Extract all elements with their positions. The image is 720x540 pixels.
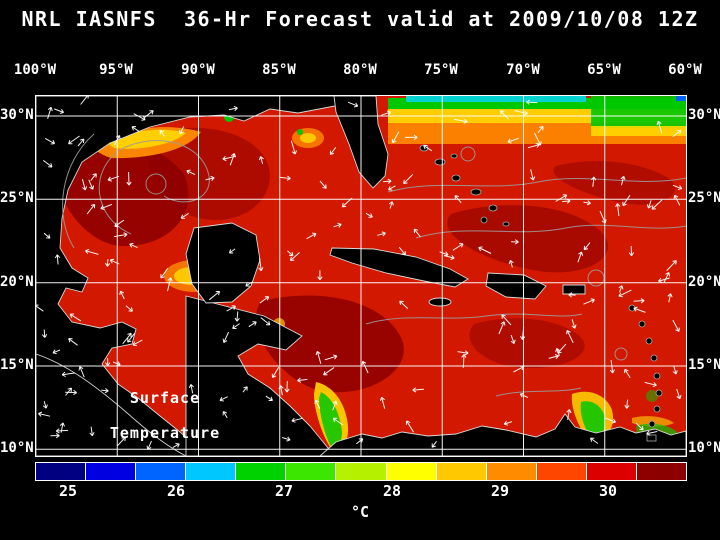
land-mask bbox=[36, 96, 686, 456]
lat-label-left: 25°N bbox=[0, 190, 34, 206]
land-south-america bbox=[319, 413, 686, 456]
colorbar-segment bbox=[535, 463, 586, 480]
colorbar-segment bbox=[585, 463, 636, 480]
land-puerto-rico bbox=[562, 284, 586, 295]
lon-label: 95°W bbox=[99, 62, 133, 78]
colorbar-segment bbox=[135, 463, 186, 480]
lat-label-right: 25°N bbox=[688, 190, 720, 206]
lat-label-right: 20°N bbox=[688, 274, 720, 290]
colorbar-tick: 30 bbox=[598, 482, 618, 500]
colorbar-segment bbox=[385, 463, 436, 480]
lon-label: 100°W bbox=[13, 62, 57, 78]
lon-label: 70°W bbox=[506, 62, 540, 78]
colorbar-tick: 29 bbox=[490, 482, 510, 500]
colorbar-segment bbox=[85, 463, 136, 480]
colorbar-tick: 28 bbox=[382, 482, 402, 500]
figure-title: NRL IASNFS 36-Hr Forecast valid at 2009/… bbox=[21, 7, 699, 31]
lon-label: 65°W bbox=[587, 62, 621, 78]
colorbar-tick: 26 bbox=[166, 482, 186, 500]
colorbar-segment bbox=[36, 463, 86, 480]
colorbar-segment bbox=[285, 463, 336, 480]
colorbar-tick: 25 bbox=[58, 482, 78, 500]
lat-label-left: 15°N bbox=[0, 357, 34, 373]
colorbar-segment bbox=[435, 463, 486, 480]
lat-label-right: 10°N bbox=[688, 440, 720, 456]
land-lesser-antilles bbox=[628, 304, 663, 442]
map-panel bbox=[35, 95, 687, 457]
grid-lines bbox=[36, 96, 686, 456]
lat-label-right: 15°N bbox=[688, 357, 720, 373]
colorbar-segment bbox=[185, 463, 236, 480]
colorbar bbox=[35, 462, 687, 481]
isotherm-contours bbox=[62, 133, 686, 397]
lon-label: 60°W bbox=[668, 62, 702, 78]
lat-label-left: 30°N bbox=[0, 107, 34, 123]
colorbar-segment bbox=[635, 463, 687, 480]
lon-label: 75°W bbox=[424, 62, 458, 78]
map-canvas bbox=[36, 96, 686, 456]
colorbar-segment bbox=[485, 463, 536, 480]
lon-label: 80°W bbox=[343, 62, 377, 78]
pacific-coastline bbox=[36, 353, 187, 456]
colorbar-tick: 27 bbox=[274, 482, 294, 500]
lat-label-right: 30°N bbox=[688, 107, 720, 123]
lat-label-left: 20°N bbox=[0, 274, 34, 290]
colorbar-segment bbox=[335, 463, 386, 480]
current-vector-arrows bbox=[36, 96, 683, 450]
lat-label-left: 10°N bbox=[0, 440, 34, 456]
land-north-america bbox=[36, 96, 375, 456]
map-annotation-line2: Temperature bbox=[109, 424, 221, 442]
lon-label: 85°W bbox=[262, 62, 296, 78]
land-jamaica bbox=[428, 297, 452, 307]
lon-label: 90°W bbox=[181, 62, 215, 78]
colorbar-unit-label: °C bbox=[350, 503, 370, 521]
colorbar-segment bbox=[235, 463, 286, 480]
map-annotation-line1: Surface bbox=[129, 389, 201, 407]
